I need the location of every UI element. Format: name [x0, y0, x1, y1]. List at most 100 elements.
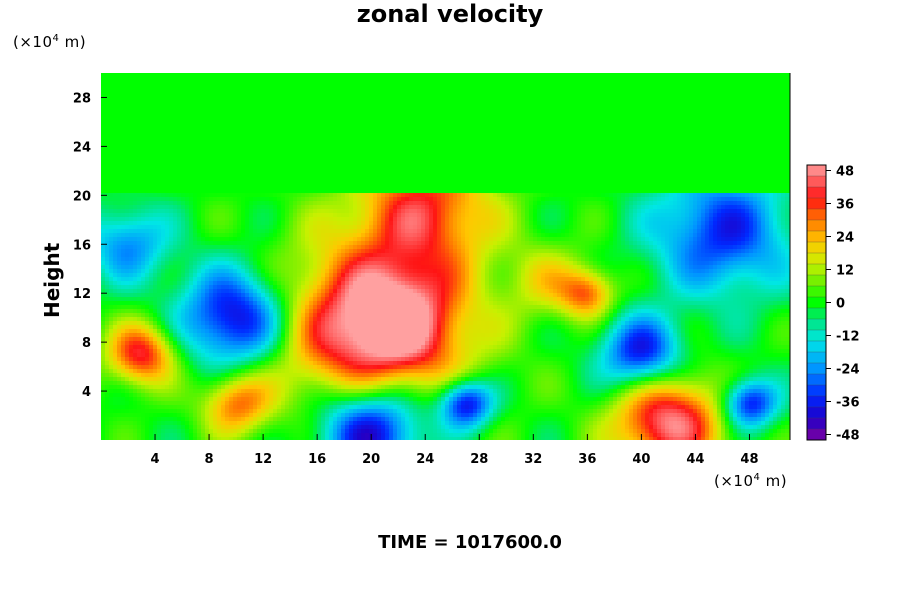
heatmap-cell	[277, 237, 282, 242]
heatmap-cell	[241, 245, 246, 250]
heatmap-cell	[209, 169, 214, 174]
heatmap-cell	[225, 281, 230, 286]
heatmap-cell	[221, 273, 226, 278]
heatmap-cell	[205, 381, 210, 386]
heatmap-cell	[281, 125, 286, 130]
heatmap-cell	[277, 269, 282, 274]
heatmap-cell	[129, 305, 134, 310]
heatmap-cell	[229, 113, 234, 118]
heatmap-cell	[309, 349, 314, 354]
heatmap-cell	[277, 265, 282, 270]
heatmap-cell	[209, 209, 214, 214]
heatmap-cell	[181, 433, 186, 438]
heatmap-cell	[253, 105, 258, 110]
heatmap-cell	[181, 229, 186, 234]
heatmap-cell	[281, 245, 286, 250]
heatmap-cell	[217, 173, 222, 178]
heatmap-cell	[161, 81, 166, 86]
heatmap-cell	[161, 405, 166, 410]
heatmap-cell	[153, 141, 158, 146]
heatmap-cell	[157, 409, 162, 414]
heatmap-cell	[161, 401, 166, 406]
heatmap-cell	[253, 381, 258, 386]
heatmap-cell	[313, 297, 318, 302]
heatmap-cell	[233, 225, 238, 230]
heatmap-cell	[305, 321, 310, 326]
heatmap-cell	[197, 401, 202, 406]
heatmap-cell	[313, 409, 318, 414]
heatmap-cell	[253, 425, 258, 430]
heatmap-cell	[265, 265, 270, 270]
heatmap-cell	[209, 337, 214, 342]
heatmap-cell	[241, 73, 246, 78]
heatmap-cell	[153, 417, 158, 422]
heatmap-cell	[285, 133, 290, 138]
heatmap-cell	[205, 149, 210, 154]
heatmap-cell	[113, 133, 118, 138]
heatmap-cell	[137, 373, 142, 378]
heatmap-cell	[105, 89, 110, 94]
heatmap-cell	[181, 273, 186, 278]
heatmap-cell	[221, 365, 226, 370]
heatmap-cell	[117, 257, 122, 262]
heatmap-cell	[225, 197, 230, 202]
heatmap-cell	[105, 301, 110, 306]
heatmap-cell	[225, 305, 230, 310]
heatmap-cell	[317, 133, 322, 138]
heatmap-cell	[245, 221, 250, 226]
heatmap-cell	[137, 293, 142, 298]
heatmap-cell	[289, 361, 294, 366]
heatmap-cell	[169, 177, 174, 182]
heatmap-cell	[129, 377, 134, 382]
heatmap-cell	[209, 329, 214, 334]
heatmap-cell	[229, 237, 234, 242]
heatmap-cell	[189, 345, 194, 350]
heatmap-cell	[293, 337, 298, 342]
heatmap-cell	[229, 249, 234, 254]
heatmap-cell	[265, 201, 270, 206]
heatmap-cell	[181, 285, 186, 290]
heatmap-cell	[137, 253, 142, 258]
heatmap-cell	[105, 185, 110, 190]
heatmap-cell	[249, 121, 254, 126]
heatmap-cell	[169, 141, 174, 146]
heatmap-cell	[149, 365, 154, 370]
heatmap-cell	[221, 73, 226, 78]
heatmap-cell	[313, 389, 318, 394]
heatmap-cell	[313, 305, 318, 310]
heatmap-cell	[229, 265, 234, 270]
heatmap-cell	[105, 357, 110, 362]
heatmap-cell	[245, 185, 250, 190]
heatmap-cell	[165, 149, 170, 154]
heatmap-cell	[189, 109, 194, 114]
heatmap-cell	[305, 233, 310, 238]
heatmap-cell	[301, 193, 306, 198]
heatmap-cell	[209, 245, 214, 250]
heatmap-cell	[205, 145, 210, 150]
heatmap-cell	[257, 109, 262, 114]
heatmap-cell	[213, 437, 218, 440]
heatmap-cell	[153, 429, 158, 434]
heatmap-cell	[213, 193, 218, 198]
heatmap-cell	[177, 393, 182, 398]
heatmap-cell	[225, 405, 230, 410]
heatmap-cell	[101, 145, 106, 150]
heatmap-cell	[313, 169, 318, 174]
heatmap-cell	[257, 157, 262, 162]
heatmap-cell	[145, 153, 150, 158]
heatmap-cell	[105, 365, 110, 370]
heatmap-cell	[193, 117, 198, 122]
heatmap-cell	[181, 137, 186, 142]
heatmap-cell	[293, 129, 298, 134]
heatmap-cell	[317, 101, 322, 106]
heatmap-cell	[117, 369, 122, 374]
heatmap-cell	[121, 293, 126, 298]
heatmap-cell	[261, 113, 266, 118]
heatmap-cell	[109, 309, 114, 314]
heatmap-cell	[273, 261, 278, 266]
heatmap-cell	[101, 177, 106, 182]
heatmap-cell	[309, 141, 314, 146]
heatmap-cell	[257, 125, 262, 130]
heatmap-cell	[273, 101, 278, 106]
heatmap-cell	[153, 105, 158, 110]
